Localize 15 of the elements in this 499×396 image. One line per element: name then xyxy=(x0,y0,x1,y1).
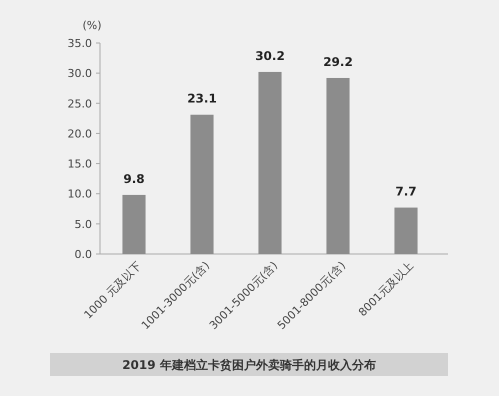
y-axis-title: (%) xyxy=(82,19,102,32)
y-tick-label: 15.0 xyxy=(68,158,92,171)
text: 2019 年建档立卡贫困户外卖骑手的月收入分布 xyxy=(122,358,376,372)
y-tick-label: 0.0 xyxy=(74,248,92,261)
y-tick-label: 25.0 xyxy=(68,97,92,110)
y-tick-label: 30.0 xyxy=(68,67,92,80)
y-tick-label: 5.0 xyxy=(74,218,92,231)
data-label: 7.7 xyxy=(395,184,417,199)
data-label: 30.2 xyxy=(255,48,285,63)
y-tick-label: 10.0 xyxy=(68,188,92,201)
data-label: 9.8 xyxy=(123,172,145,186)
y-tick-label: 20.0 xyxy=(68,127,92,140)
data-label: 23.1 xyxy=(187,92,217,106)
y-tick-label: 35.0 xyxy=(68,37,92,50)
data-label: 29.2 xyxy=(323,54,353,69)
